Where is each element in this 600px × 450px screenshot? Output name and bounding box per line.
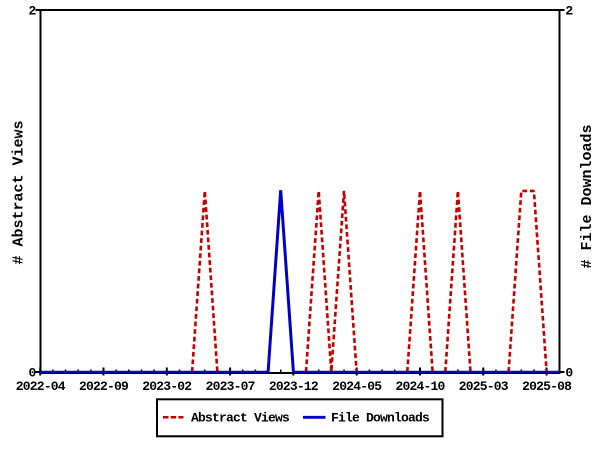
svg-text:File Downloads: File Downloads (331, 410, 430, 425)
svg-text:2: 2 (28, 3, 36, 18)
svg-text:2023-07: 2023-07 (206, 379, 255, 394)
svg-text:0: 0 (28, 365, 36, 380)
svg-text:Abstract Views: Abstract Views (191, 410, 290, 425)
svg-text:# Abstract Views: # Abstract Views (11, 120, 28, 264)
svg-text:2025-08: 2025-08 (522, 379, 572, 394)
svg-text:# File Downloads: # File Downloads (579, 124, 596, 268)
svg-text:2024-05: 2024-05 (332, 379, 382, 394)
svg-text:2023-12: 2023-12 (269, 379, 319, 394)
svg-text:2023-02: 2023-02 (142, 379, 192, 394)
svg-text:0: 0 (565, 365, 573, 380)
svg-text:2025-03: 2025-03 (459, 379, 509, 394)
svg-text:2022-09: 2022-09 (79, 379, 129, 394)
svg-text:2022-04: 2022-04 (16, 379, 66, 394)
svg-text:2: 2 (565, 3, 573, 18)
svg-text:2024-10: 2024-10 (395, 379, 445, 394)
